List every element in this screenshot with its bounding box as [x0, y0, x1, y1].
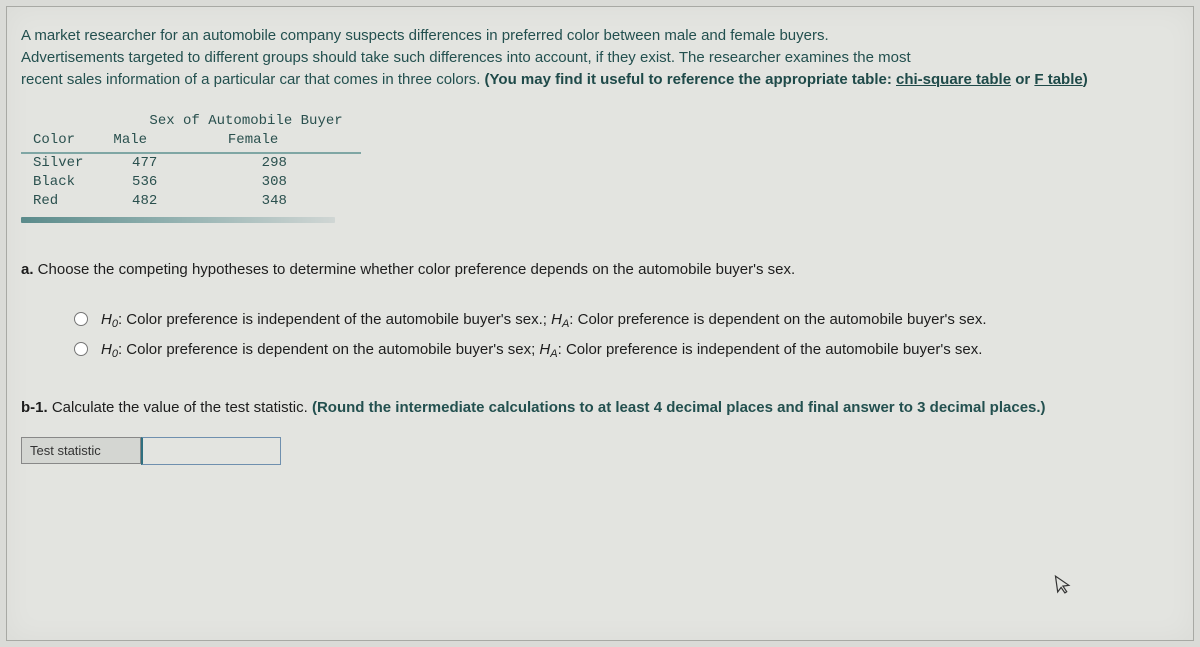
question-b1: b-1. Calculate the value of the test sta… — [21, 397, 1179, 419]
table-span-header: Sex of Automobile Buyer — [101, 112, 360, 131]
option-1-radio[interactable] — [74, 312, 88, 326]
h0-symbol: H0 — [101, 311, 118, 328]
cell: Silver — [21, 153, 101, 173]
cell: 308 — [216, 173, 361, 192]
col-male: Male — [101, 131, 215, 153]
question-b1-text: Calculate the value of the test statisti… — [48, 399, 312, 416]
cell: 348 — [216, 192, 361, 211]
option-2[interactable]: H0: Color preference is dependent on the… — [69, 338, 1129, 361]
data-table: Sex of Automobile Buyer Color Male Femal… — [21, 112, 361, 210]
question-b1-letter: b-1. — [21, 399, 48, 416]
test-statistic-label: Test statistic — [21, 437, 141, 464]
cell: 298 — [216, 153, 361, 173]
question-b1-bold: (Round the intermediate calculations to … — [312, 399, 1046, 416]
question-a-letter: a. — [21, 261, 34, 278]
table-underline-bar — [21, 217, 335, 223]
intro-line1: A market researcher for an automobile co… — [21, 27, 829, 44]
ha-symbol: HA — [551, 311, 569, 328]
table-row: Red 482 348 — [21, 192, 361, 211]
cell: 536 — [101, 173, 215, 192]
intro-or: or — [1011, 71, 1034, 88]
option-1-text: H0: Color preference is independent of t… — [101, 308, 1129, 331]
col-female: Female — [216, 131, 361, 153]
table-row: Silver 477 298 — [21, 153, 361, 173]
f-table-link[interactable]: F table — [1034, 71, 1082, 88]
cell: Black — [21, 173, 101, 192]
cursor-icon — [1053, 572, 1075, 601]
option-1[interactable]: H0: Color preference is independent of t… — [69, 308, 1129, 331]
question-a-text: Choose the competing hypotheses to deter… — [34, 261, 796, 278]
ha-symbol: HA — [539, 341, 557, 358]
intro-line2: Advertisements targeted to different gro… — [21, 49, 911, 66]
cell: Red — [21, 192, 101, 211]
cell: 482 — [101, 192, 215, 211]
question-a: a. Choose the competing hypotheses to de… — [21, 259, 1179, 281]
option-2-text: H0: Color preference is dependent on the… — [101, 338, 1129, 361]
intro-bold-suffix: ) — [1083, 71, 1088, 88]
intro-bold-prefix: (You may find it useful to reference the… — [485, 71, 896, 88]
table-row: Black 536 308 — [21, 173, 361, 192]
h0-symbol: H0 — [101, 341, 118, 358]
cell: 477 — [101, 153, 215, 173]
option-2-radio[interactable] — [74, 342, 88, 356]
intro-line3: recent sales information of a particular… — [21, 71, 485, 88]
options-group: H0: Color preference is independent of t… — [69, 308, 1179, 361]
page-container: A market researcher for an automobile co… — [6, 6, 1194, 641]
chi-square-link[interactable]: chi-square table — [896, 71, 1011, 88]
intro-paragraph: A market researcher for an automobile co… — [21, 25, 1179, 90]
col-color: Color — [21, 131, 101, 153]
test-statistic-block: Test statistic — [21, 437, 1179, 465]
test-statistic-input[interactable] — [141, 437, 281, 465]
